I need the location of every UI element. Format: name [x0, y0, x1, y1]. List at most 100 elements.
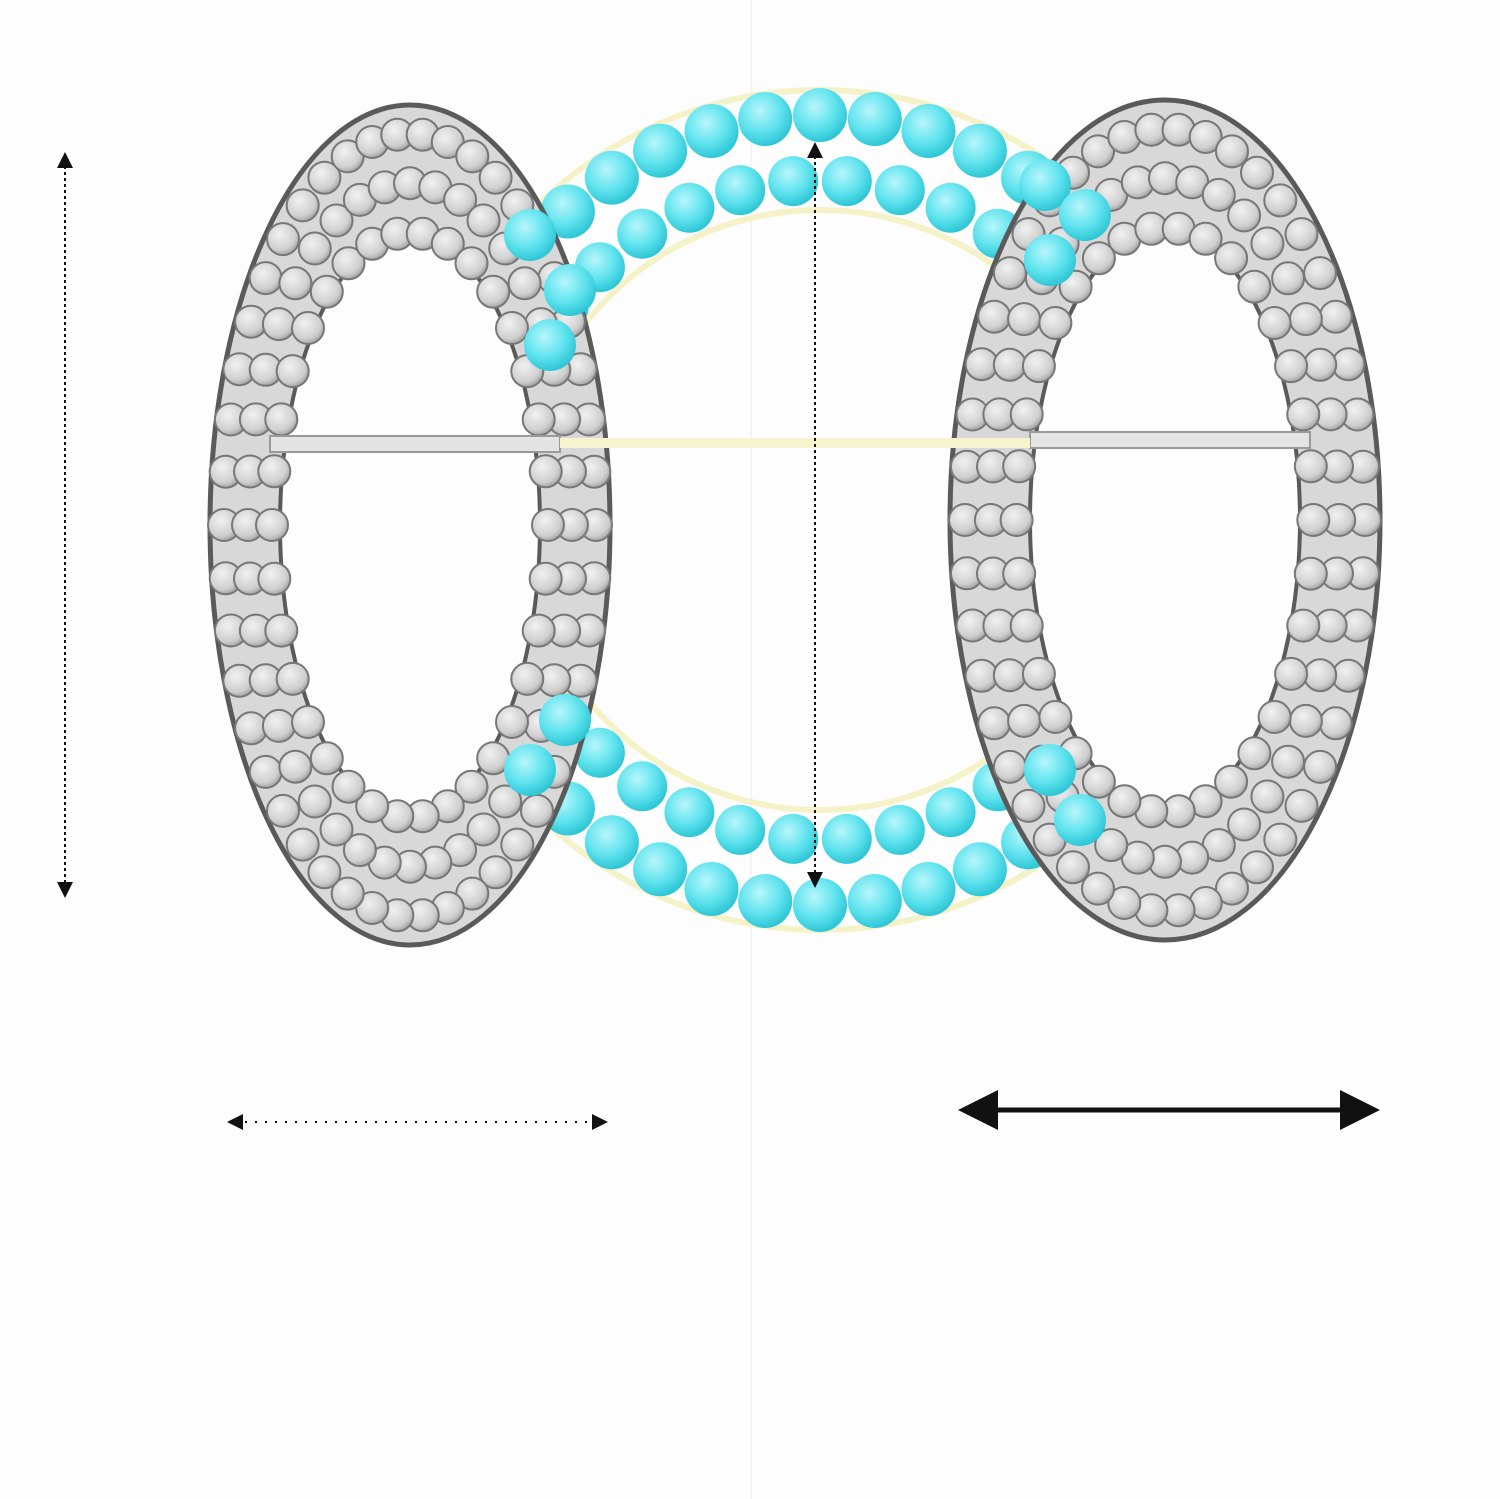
turquoise-stone	[715, 165, 766, 216]
turquoise-stone	[684, 862, 739, 916]
turquoise-stone	[617, 761, 668, 812]
pave-stone	[257, 561, 292, 596]
pave-stone	[1007, 703, 1042, 738]
pave-stone	[1021, 349, 1056, 384]
pave-stone	[521, 613, 556, 648]
pave-stone	[1257, 700, 1292, 734]
pave-stone	[1271, 261, 1306, 296]
pave-stone	[275, 661, 310, 696]
pave-stone	[1188, 120, 1223, 154]
pave-stone	[1188, 221, 1223, 256]
turquoise-stone	[738, 92, 793, 146]
pave-stone	[248, 754, 283, 789]
pave-stone	[1240, 155, 1274, 190]
pave-stone	[528, 454, 563, 489]
left-pave-oval	[207, 102, 613, 948]
pave-stone	[507, 266, 542, 301]
turquoise-stone	[524, 319, 576, 371]
pave-stone	[1002, 556, 1037, 591]
left-crossbar	[269, 435, 561, 453]
turquoise-stone	[584, 150, 639, 205]
pave-stone	[291, 311, 325, 345]
pave-stone	[1227, 807, 1262, 842]
pave-stone	[510, 661, 545, 696]
turquoise-stone	[1024, 234, 1076, 286]
turquoise-stone	[793, 878, 847, 932]
pave-stone	[1011, 788, 1046, 823]
turquoise-stone	[738, 874, 793, 928]
pave-stone	[1288, 703, 1323, 738]
turquoise-stone	[821, 156, 872, 207]
pave-stone	[1107, 784, 1142, 819]
pave-stone	[1038, 700, 1073, 734]
pave-stone	[278, 266, 313, 301]
turquoise-stone	[847, 874, 902, 928]
pave-stone	[1237, 269, 1272, 304]
pave-stone	[992, 256, 1027, 291]
pave-stone	[1303, 347, 1338, 382]
pave-stone	[1237, 736, 1272, 771]
pave-stone	[1081, 871, 1115, 906]
pave-stone	[1081, 764, 1116, 799]
pave-stone	[275, 354, 310, 389]
pave-stone	[1293, 449, 1328, 484]
pave-stone	[1214, 764, 1249, 799]
pave-stone	[1215, 871, 1249, 906]
pave-stone	[1303, 749, 1338, 784]
pave-stone	[1303, 658, 1338, 693]
pave-stone	[1081, 134, 1115, 169]
right-pave-oval	[947, 97, 1383, 943]
turquoise-stone	[664, 182, 715, 233]
pave-stone	[266, 222, 300, 257]
pave-stone	[478, 855, 513, 890]
pave-stone	[1250, 226, 1285, 261]
pave-stone	[1271, 744, 1306, 779]
pave-stone	[291, 705, 325, 739]
pave-stone	[977, 299, 1012, 334]
turquoise-stone	[901, 104, 956, 158]
pave-stone	[531, 508, 565, 542]
pave-stone	[1007, 302, 1042, 337]
pave-stone	[1257, 306, 1292, 340]
turquoise-stone	[768, 156, 819, 207]
turquoise-stone	[574, 727, 625, 778]
turquoise-stone	[793, 88, 847, 142]
pave-stone	[297, 231, 332, 266]
pave-stone	[285, 827, 320, 862]
pave-stone	[977, 706, 1012, 741]
turquoise-stone	[633, 842, 688, 897]
turquoise-stone	[1024, 744, 1076, 796]
pave-stone	[992, 658, 1027, 693]
turquoise-stone	[1054, 794, 1106, 846]
pave-stone	[528, 561, 563, 596]
pave-stone	[1009, 397, 1044, 432]
pave-stone	[248, 261, 283, 296]
pave-stone	[466, 203, 501, 238]
pave-stone	[478, 160, 513, 195]
pave-stone	[1288, 302, 1323, 337]
pave-stone	[330, 876, 365, 911]
pave-stone	[443, 182, 478, 217]
pave-stone	[264, 613, 299, 648]
pave-stone	[285, 188, 320, 223]
turquoise-stone	[633, 123, 688, 178]
turquoise-stone	[821, 813, 872, 864]
turquoise-stone	[504, 209, 556, 261]
turquoise-stone	[1019, 159, 1071, 211]
pave-stone	[1038, 306, 1073, 340]
turquoise-stone	[901, 862, 956, 916]
pave-stone	[309, 274, 344, 309]
pave-stone	[255, 508, 289, 542]
pave-stone	[1263, 822, 1298, 857]
turquoise-stone	[768, 813, 819, 864]
pave-stone	[309, 741, 344, 776]
pave-stone	[1331, 658, 1366, 693]
panel-divider	[750, 0, 752, 1499]
turquoise-stone	[952, 123, 1007, 178]
pave-stone	[1250, 779, 1285, 814]
pave-stone	[1274, 349, 1309, 384]
turquoise-stone	[540, 184, 595, 239]
pave-stone	[1286, 608, 1321, 643]
pave-stone	[495, 311, 529, 345]
